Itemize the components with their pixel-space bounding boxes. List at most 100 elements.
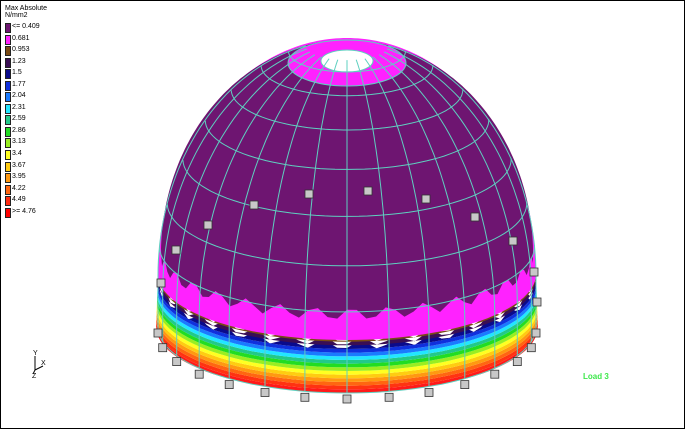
legend-label: 2.04 xyxy=(12,92,26,100)
legend-swatch xyxy=(5,173,11,184)
mesh-parallel xyxy=(230,88,464,131)
mesh-meridian xyxy=(157,45,306,327)
legend-units: N/mm2 xyxy=(5,12,28,19)
mesh-meridian xyxy=(198,54,316,369)
support-symbol xyxy=(171,245,181,255)
legend-swatch xyxy=(5,184,11,195)
support-symbol xyxy=(172,357,182,367)
legend-swatch xyxy=(5,115,11,126)
axis-z-line xyxy=(32,369,36,375)
legend-label: 4.22 xyxy=(12,184,26,192)
mesh-parallel xyxy=(182,157,512,217)
legend-item: 2.04 xyxy=(5,92,47,104)
legend-swatch xyxy=(5,46,11,57)
mesh-meridian xyxy=(372,56,466,379)
mesh-meridian xyxy=(355,59,390,392)
support-symbol xyxy=(203,220,213,230)
legend-swatch xyxy=(5,196,11,207)
axis-y-label: Y xyxy=(33,350,38,357)
mesh-meridian xyxy=(364,58,430,387)
legend-label: >= 4.76 xyxy=(12,207,36,215)
load-case-label: Load 3 xyxy=(583,372,609,381)
support-symbol xyxy=(224,380,234,390)
legend-swatch xyxy=(5,103,11,114)
legend-swatch xyxy=(5,57,11,68)
support-symbol xyxy=(529,267,539,277)
axis-x-line xyxy=(34,365,44,371)
legend-swatch xyxy=(5,126,11,137)
support-symbol xyxy=(421,194,431,204)
legend-item: 1.23 xyxy=(5,57,47,70)
support-symbol xyxy=(531,328,541,338)
mesh-meridian xyxy=(228,56,322,379)
legend-label: 3.13 xyxy=(12,138,26,146)
support-symbol xyxy=(249,200,259,210)
mesh-meridian xyxy=(383,51,518,356)
mesh-parallel xyxy=(260,65,434,97)
mesh-meridian xyxy=(304,59,339,392)
support-symbol xyxy=(153,328,163,338)
legend-swatch xyxy=(5,161,11,172)
support-symbol xyxy=(158,343,168,353)
legend-label: 1.5 xyxy=(12,69,22,77)
legend-item: 4.22 xyxy=(5,184,47,197)
axis-x-label: X xyxy=(41,360,46,367)
stress-legend: Max Absolute N/mm2 <= 0.409 0.681 0.953 1.2… xyxy=(5,5,47,219)
legend-item: 2.86 xyxy=(5,126,47,139)
legend-item: >= 4.76 xyxy=(5,207,47,220)
legend-label: <= 0.409 xyxy=(12,23,40,30)
legend-item: 3.13 xyxy=(5,138,47,150)
legend-item: 0.953 xyxy=(5,46,47,58)
legend-item: 4.49 xyxy=(5,196,47,208)
support-symbol xyxy=(460,380,470,390)
support-symbol xyxy=(342,394,352,404)
legend-title: Max Absolute xyxy=(5,5,48,12)
support-symbol xyxy=(526,343,536,353)
legend-swatch xyxy=(5,150,11,161)
legend-item: 3.4 xyxy=(5,150,47,162)
support-symbol xyxy=(260,388,270,397)
legend-item: 3.95 xyxy=(5,173,47,185)
mesh-meridian xyxy=(378,54,496,369)
legend-item: 0.681 xyxy=(5,34,47,47)
support-symbol xyxy=(470,212,480,222)
legend-swatch xyxy=(5,207,11,218)
mesh-parallel xyxy=(204,118,490,170)
legend-swatch xyxy=(5,92,11,103)
mesh-meridian xyxy=(264,58,330,387)
legend-item: 1.5 xyxy=(5,69,47,81)
legend-item: 2.59 xyxy=(5,115,47,127)
support-symbol xyxy=(532,297,542,307)
support-symbol xyxy=(363,186,373,196)
mesh-meridian xyxy=(388,45,537,327)
mesh-base-edge xyxy=(157,326,537,394)
support-symbol xyxy=(424,388,434,397)
legend-label: 1.77 xyxy=(12,80,26,88)
mesh-meridian xyxy=(176,51,311,356)
legend-label: 1.23 xyxy=(12,57,26,65)
legend-swatch xyxy=(5,138,11,149)
legend-swatch xyxy=(5,23,11,33)
support-symbol xyxy=(512,357,522,367)
legend-label: 0.953 xyxy=(12,46,30,54)
legend-swatch xyxy=(5,80,11,91)
mesh-parallel xyxy=(166,201,528,267)
support-symbol xyxy=(490,369,500,379)
support-symbol xyxy=(156,278,166,288)
support-symbol xyxy=(194,369,204,379)
legend-label: 2.31 xyxy=(12,103,26,111)
legend-item: 3.67 xyxy=(5,161,47,174)
axis-z-label: Z xyxy=(32,373,37,378)
legend-label: 2.59 xyxy=(12,115,26,123)
mesh-parallel xyxy=(159,245,535,313)
support-symbol xyxy=(508,236,518,246)
legend-label: 2.86 xyxy=(12,126,26,134)
legend-label: 3.67 xyxy=(12,161,26,169)
legend-item: 2.31 xyxy=(5,103,47,116)
legend-items: <= 0.409 0.681 0.953 1.23 1.5 1.77 2.04 2.31 2.5… xyxy=(5,23,47,219)
legend-item: 1.77 xyxy=(5,80,47,93)
legend-label: 3.4 xyxy=(12,150,22,158)
legend-swatch xyxy=(5,34,11,45)
